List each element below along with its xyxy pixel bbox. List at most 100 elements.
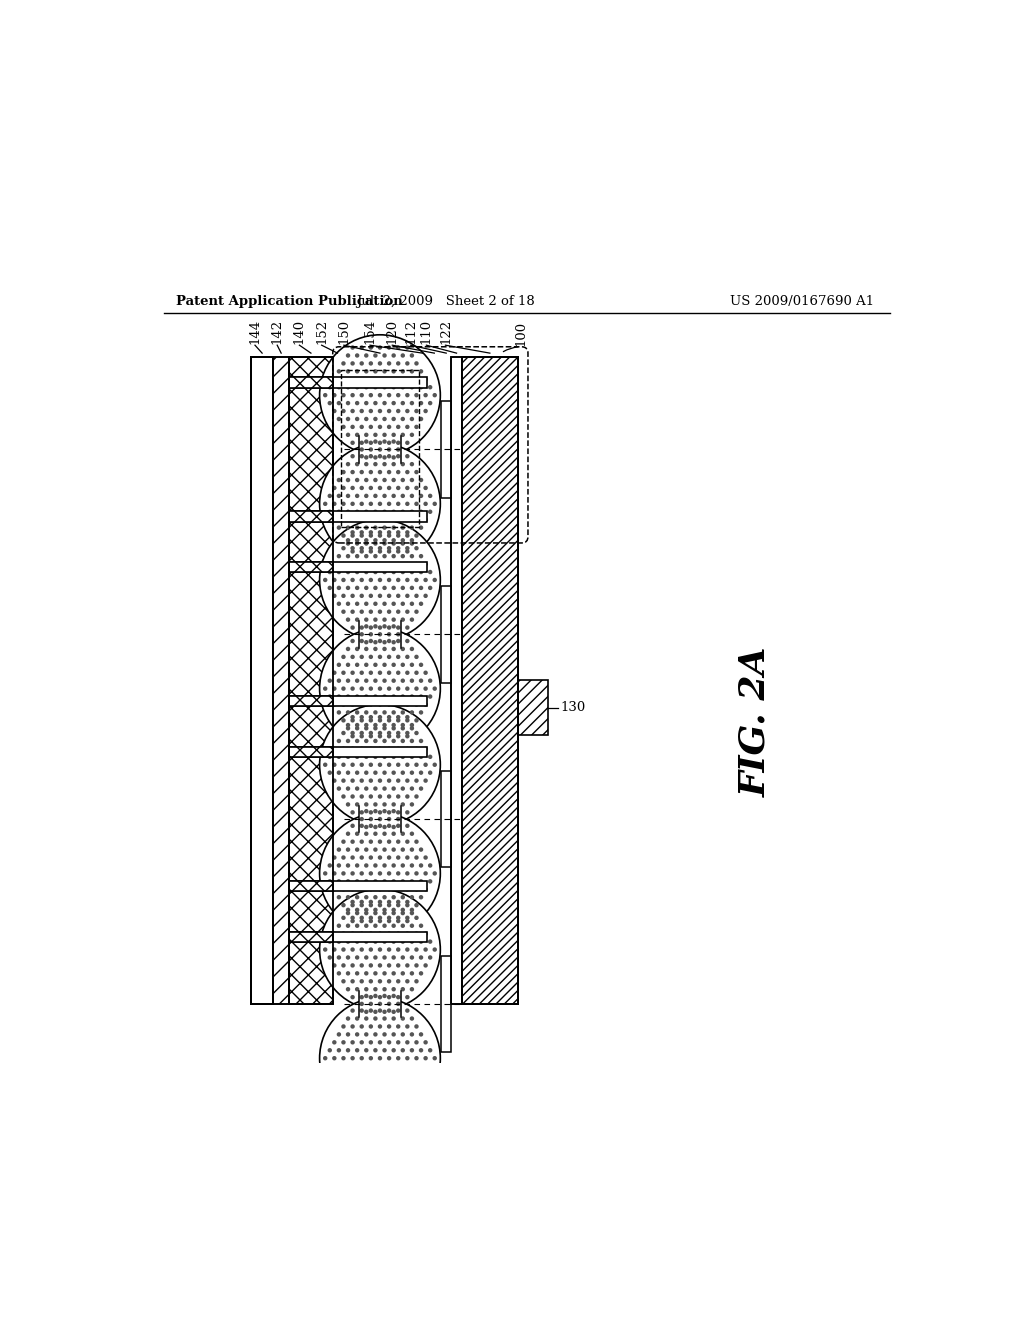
Circle shape xyxy=(341,425,346,429)
Circle shape xyxy=(419,678,423,682)
Circle shape xyxy=(382,863,387,867)
Circle shape xyxy=(337,510,341,513)
Circle shape xyxy=(387,578,391,582)
Circle shape xyxy=(369,810,373,814)
Circle shape xyxy=(350,715,354,719)
Circle shape xyxy=(350,502,354,506)
Circle shape xyxy=(387,1040,391,1044)
Circle shape xyxy=(328,755,332,759)
Circle shape xyxy=(341,655,346,659)
Circle shape xyxy=(406,1104,410,1107)
Circle shape xyxy=(373,832,378,836)
Circle shape xyxy=(337,385,341,389)
Circle shape xyxy=(350,531,354,535)
Circle shape xyxy=(359,932,364,936)
Circle shape xyxy=(406,747,410,751)
Circle shape xyxy=(419,1080,423,1084)
Circle shape xyxy=(365,940,369,944)
Circle shape xyxy=(369,1008,373,1012)
Circle shape xyxy=(328,401,332,405)
Circle shape xyxy=(332,932,337,936)
Circle shape xyxy=(350,1040,354,1044)
Circle shape xyxy=(419,1064,423,1068)
Circle shape xyxy=(396,454,400,458)
Circle shape xyxy=(396,486,400,490)
Circle shape xyxy=(373,541,378,545)
Circle shape xyxy=(419,478,423,482)
Circle shape xyxy=(369,671,373,675)
Circle shape xyxy=(382,755,387,759)
Circle shape xyxy=(410,462,414,466)
Circle shape xyxy=(373,739,378,743)
Circle shape xyxy=(332,964,337,968)
Circle shape xyxy=(373,462,378,466)
Bar xyxy=(451,358,462,1005)
Circle shape xyxy=(359,715,364,719)
Text: Patent Application Publication: Patent Application Publication xyxy=(176,296,402,308)
Circle shape xyxy=(332,502,337,506)
Circle shape xyxy=(387,810,391,814)
Circle shape xyxy=(415,546,419,550)
Circle shape xyxy=(365,847,369,851)
Circle shape xyxy=(350,470,354,474)
Circle shape xyxy=(391,1096,396,1100)
Circle shape xyxy=(378,900,382,904)
Circle shape xyxy=(346,370,350,374)
Circle shape xyxy=(419,755,423,759)
Circle shape xyxy=(365,723,369,727)
Circle shape xyxy=(359,1072,364,1076)
Circle shape xyxy=(369,763,373,767)
Circle shape xyxy=(359,393,364,397)
Bar xyxy=(451,358,462,1005)
Circle shape xyxy=(396,1024,400,1028)
Circle shape xyxy=(382,570,387,574)
Circle shape xyxy=(406,731,410,735)
Circle shape xyxy=(373,1048,378,1052)
Circle shape xyxy=(387,533,391,537)
Circle shape xyxy=(410,1048,414,1052)
Circle shape xyxy=(355,663,359,667)
Circle shape xyxy=(341,610,346,614)
Circle shape xyxy=(391,401,396,405)
Circle shape xyxy=(406,1088,410,1092)
Circle shape xyxy=(415,425,419,429)
Circle shape xyxy=(332,578,337,582)
Circle shape xyxy=(346,723,350,727)
Circle shape xyxy=(365,385,369,389)
Circle shape xyxy=(346,1064,350,1068)
Circle shape xyxy=(346,803,350,807)
Circle shape xyxy=(319,628,440,748)
Circle shape xyxy=(382,602,387,606)
Circle shape xyxy=(365,401,369,405)
Circle shape xyxy=(410,908,414,912)
Circle shape xyxy=(423,409,428,413)
Circle shape xyxy=(423,871,428,875)
Circle shape xyxy=(378,995,382,999)
Circle shape xyxy=(365,640,369,644)
Circle shape xyxy=(319,520,440,640)
Circle shape xyxy=(346,602,350,606)
Circle shape xyxy=(400,494,406,498)
Circle shape xyxy=(378,810,382,814)
Circle shape xyxy=(419,694,423,698)
Circle shape xyxy=(346,739,350,743)
Circle shape xyxy=(382,972,387,975)
Circle shape xyxy=(350,995,354,999)
Circle shape xyxy=(378,1002,382,1006)
Circle shape xyxy=(382,832,387,836)
Circle shape xyxy=(391,354,396,358)
Circle shape xyxy=(337,494,341,498)
Circle shape xyxy=(391,525,396,529)
Circle shape xyxy=(428,494,432,498)
Circle shape xyxy=(396,824,400,828)
Circle shape xyxy=(355,787,359,791)
Circle shape xyxy=(415,1088,419,1092)
Circle shape xyxy=(359,1024,364,1028)
Circle shape xyxy=(378,855,382,859)
Circle shape xyxy=(373,908,378,912)
Circle shape xyxy=(419,663,423,667)
Circle shape xyxy=(406,531,410,535)
Bar xyxy=(251,358,518,1005)
Circle shape xyxy=(419,771,423,775)
Circle shape xyxy=(406,932,410,936)
